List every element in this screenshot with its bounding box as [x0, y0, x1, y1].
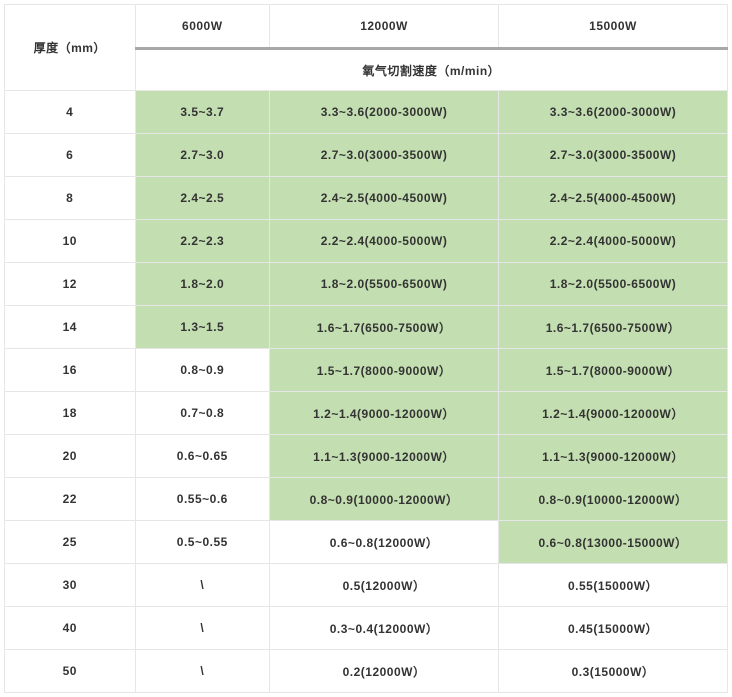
value-cell: 3.3~3.6(2000-3000W): [499, 91, 728, 134]
value-cell: 0.2(12000W）: [270, 650, 499, 693]
value-cell: 1.8~2.0(5500-6500W): [270, 263, 499, 306]
value-cell: 0.8~0.9(10000-12000W）: [270, 478, 499, 521]
value-cell: 2.7~3.0: [135, 134, 270, 177]
table-row: 40\0.3~0.4(12000W）0.45(15000W）: [5, 607, 728, 650]
value-cell: 1.2~1.4(9000-12000W）: [270, 392, 499, 435]
thickness-cell: 30: [5, 564, 136, 607]
table-row: 43.5~3.73.3~3.6(2000-3000W)3.3~3.6(2000-…: [5, 91, 728, 134]
table-row: 200.6~0.651.1~1.3(9000-12000W）1.1~1.3(90…: [5, 435, 728, 478]
power-header-0: 6000W: [135, 5, 270, 49]
value-cell: 1.1~1.3(9000-12000W）: [270, 435, 499, 478]
thickness-cell: 20: [5, 435, 136, 478]
value-cell: 0.8~0.9(10000-12000W）: [499, 478, 728, 521]
value-cell: 0.55(15000W）: [499, 564, 728, 607]
table-row: 62.7~3.02.7~3.0(3000-3500W)2.7~3.0(3000-…: [5, 134, 728, 177]
value-cell: 2.4~2.5: [135, 177, 270, 220]
table-row: 121.8~2.01.8~2.0(5500-6500W)1.8~2.0(5500…: [5, 263, 728, 306]
value-cell: \: [135, 607, 270, 650]
table-row: 50\0.2(12000W）0.3(15000W）: [5, 650, 728, 693]
thickness-cell: 18: [5, 392, 136, 435]
value-cell: 0.8~0.9: [135, 349, 270, 392]
value-cell: 2.2~2.3: [135, 220, 270, 263]
thickness-cell: 12: [5, 263, 136, 306]
value-cell: 1.6~1.7(6500-7500W）: [499, 306, 728, 349]
value-cell: 2.7~3.0(3000-3500W): [499, 134, 728, 177]
power-header-1: 12000W: [270, 5, 499, 49]
value-cell: 1.2~1.4(9000-12000W）: [499, 392, 728, 435]
value-cell: 0.3(15000W）: [499, 650, 728, 693]
value-cell: 1.5~1.7(8000-9000W）: [499, 349, 728, 392]
thickness-cell: 14: [5, 306, 136, 349]
value-cell: 2.2~2.4(4000-5000W): [270, 220, 499, 263]
value-cell: 1.8~2.0(5500-6500W): [499, 263, 728, 306]
thickness-cell: 8: [5, 177, 136, 220]
table-body: 43.5~3.73.3~3.6(2000-3000W)3.3~3.6(2000-…: [5, 91, 728, 693]
thickness-cell: 10: [5, 220, 136, 263]
value-cell: 0.5~0.55: [135, 521, 270, 564]
value-cell: 0.5(12000W）: [270, 564, 499, 607]
thickness-cell: 25: [5, 521, 136, 564]
value-cell: 1.6~1.7(6500-7500W）: [270, 306, 499, 349]
value-cell: 1.5~1.7(8000-9000W）: [270, 349, 499, 392]
table-row: 250.5~0.550.6~0.8(12000W）0.6~0.8(13000-1…: [5, 521, 728, 564]
table-row: 160.8~0.91.5~1.7(8000-9000W）1.5~1.7(8000…: [5, 349, 728, 392]
value-cell: 1.1~1.3(9000-12000W）: [499, 435, 728, 478]
value-cell: 3.3~3.6(2000-3000W): [270, 91, 499, 134]
table-row: 30\0.5(12000W）0.55(15000W）: [5, 564, 728, 607]
table-row: 82.4~2.52.4~2.5(4000-4500W)2.4~2.5(4000-…: [5, 177, 728, 220]
thickness-cell: 22: [5, 478, 136, 521]
thickness-cell: 6: [5, 134, 136, 177]
power-header-2: 15000W: [499, 5, 728, 49]
value-cell: 0.3~0.4(12000W）: [270, 607, 499, 650]
value-cell: 2.7~3.0(3000-3500W): [270, 134, 499, 177]
value-cell: 0.45(15000W）: [499, 607, 728, 650]
value-cell: 3.5~3.7: [135, 91, 270, 134]
value-cell: 2.2~2.4(4000-5000W): [499, 220, 728, 263]
thickness-cell: 4: [5, 91, 136, 134]
value-cell: 2.4~2.5(4000-4500W): [270, 177, 499, 220]
value-cell: 0.6~0.65: [135, 435, 270, 478]
thickness-cell: 16: [5, 349, 136, 392]
header-row: 厚度（mm） 6000W 12000W 15000W: [5, 5, 728, 49]
thickness-header: 厚度（mm）: [5, 5, 136, 91]
value-cell: 0.7~0.8: [135, 392, 270, 435]
value-cell: 1.3~1.5: [135, 306, 270, 349]
value-cell: 0.6~0.8(12000W）: [270, 521, 499, 564]
thickness-cell: 40: [5, 607, 136, 650]
value-cell: 0.55~0.6: [135, 478, 270, 521]
table-row: 102.2~2.32.2~2.4(4000-5000W)2.2~2.4(4000…: [5, 220, 728, 263]
table-row: 141.3~1.51.6~1.7(6500-7500W）1.6~1.7(6500…: [5, 306, 728, 349]
table-row: 180.7~0.81.2~1.4(9000-12000W）1.2~1.4(900…: [5, 392, 728, 435]
value-cell: \: [135, 650, 270, 693]
table-row: 220.55~0.60.8~0.9(10000-12000W）0.8~0.9(1…: [5, 478, 728, 521]
value-cell: \: [135, 564, 270, 607]
cutting-speed-table: 厚度（mm） 6000W 12000W 15000W 氧气切割速度（m/min）…: [4, 4, 728, 693]
thickness-cell: 50: [5, 650, 136, 693]
value-cell: 2.4~2.5(4000-4500W): [499, 177, 728, 220]
value-cell: 1.8~2.0: [135, 263, 270, 306]
subheader: 氧气切割速度（m/min）: [135, 49, 727, 91]
value-cell: 0.6~0.8(13000-15000W）: [499, 521, 728, 564]
